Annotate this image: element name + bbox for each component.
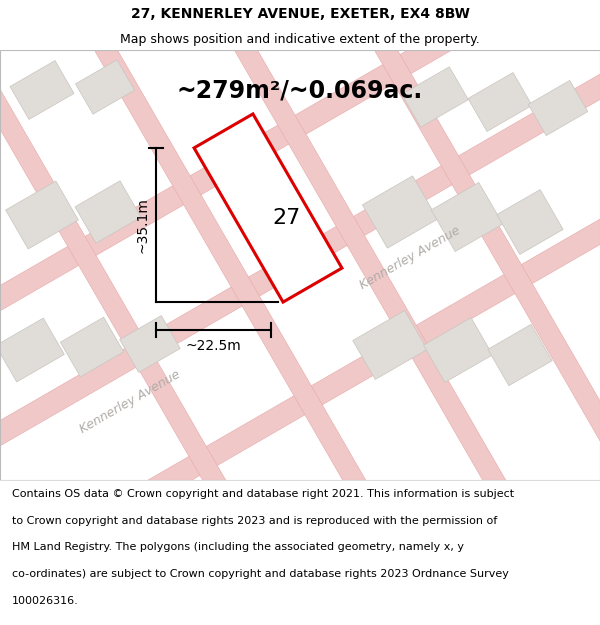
Text: ~279m²/~0.069ac.: ~279m²/~0.069ac. bbox=[177, 78, 423, 102]
Polygon shape bbox=[0, 0, 274, 573]
Text: 27: 27 bbox=[272, 208, 300, 228]
Text: 27, KENNERLEY AVENUE, EXETER, EX4 8BW: 27, KENNERLEY AVENUE, EXETER, EX4 8BW bbox=[131, 7, 469, 21]
Text: ~22.5m: ~22.5m bbox=[186, 339, 242, 353]
Polygon shape bbox=[10, 61, 74, 119]
Polygon shape bbox=[46, 0, 413, 573]
Polygon shape bbox=[0, 171, 600, 625]
Polygon shape bbox=[5, 181, 79, 249]
Polygon shape bbox=[120, 316, 180, 372]
Polygon shape bbox=[0, 26, 600, 494]
Polygon shape bbox=[75, 181, 141, 243]
Polygon shape bbox=[0, 318, 64, 382]
Polygon shape bbox=[431, 182, 503, 251]
Text: co-ordinates) are subject to Crown copyright and database rights 2023 Ordnance S: co-ordinates) are subject to Crown copyr… bbox=[12, 569, 509, 579]
Polygon shape bbox=[497, 189, 563, 254]
Text: Kennerley Avenue: Kennerley Avenue bbox=[358, 224, 463, 292]
Polygon shape bbox=[468, 72, 532, 131]
Text: Contains OS data © Crown copyright and database right 2021. This information is : Contains OS data © Crown copyright and d… bbox=[12, 489, 514, 499]
Polygon shape bbox=[61, 317, 124, 377]
Polygon shape bbox=[0, 0, 600, 359]
Polygon shape bbox=[424, 318, 493, 382]
Text: Map shows position and indicative extent of the property.: Map shows position and indicative extent… bbox=[120, 32, 480, 46]
Polygon shape bbox=[194, 114, 342, 302]
Polygon shape bbox=[187, 0, 554, 573]
Polygon shape bbox=[488, 324, 552, 386]
Text: ~35.1m: ~35.1m bbox=[135, 197, 149, 253]
Text: 100026316.: 100026316. bbox=[12, 596, 79, 606]
Text: Kennerley Avenue: Kennerley Avenue bbox=[77, 368, 182, 436]
Polygon shape bbox=[528, 81, 588, 136]
Polygon shape bbox=[353, 311, 427, 379]
Polygon shape bbox=[326, 0, 600, 573]
Polygon shape bbox=[362, 176, 437, 248]
Text: to Crown copyright and database rights 2023 and is reproduced with the permissio: to Crown copyright and database rights 2… bbox=[12, 516, 497, 526]
Text: HM Land Registry. The polygons (including the associated geometry, namely x, y: HM Land Registry. The polygons (includin… bbox=[12, 542, 464, 552]
Polygon shape bbox=[76, 60, 134, 114]
Polygon shape bbox=[401, 67, 469, 128]
